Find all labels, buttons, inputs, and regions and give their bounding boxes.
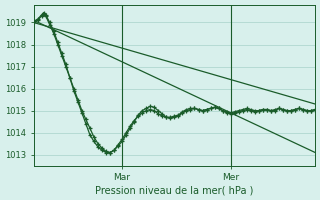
X-axis label: Pression niveau de la mer( hPa ): Pression niveau de la mer( hPa ) <box>95 185 253 195</box>
